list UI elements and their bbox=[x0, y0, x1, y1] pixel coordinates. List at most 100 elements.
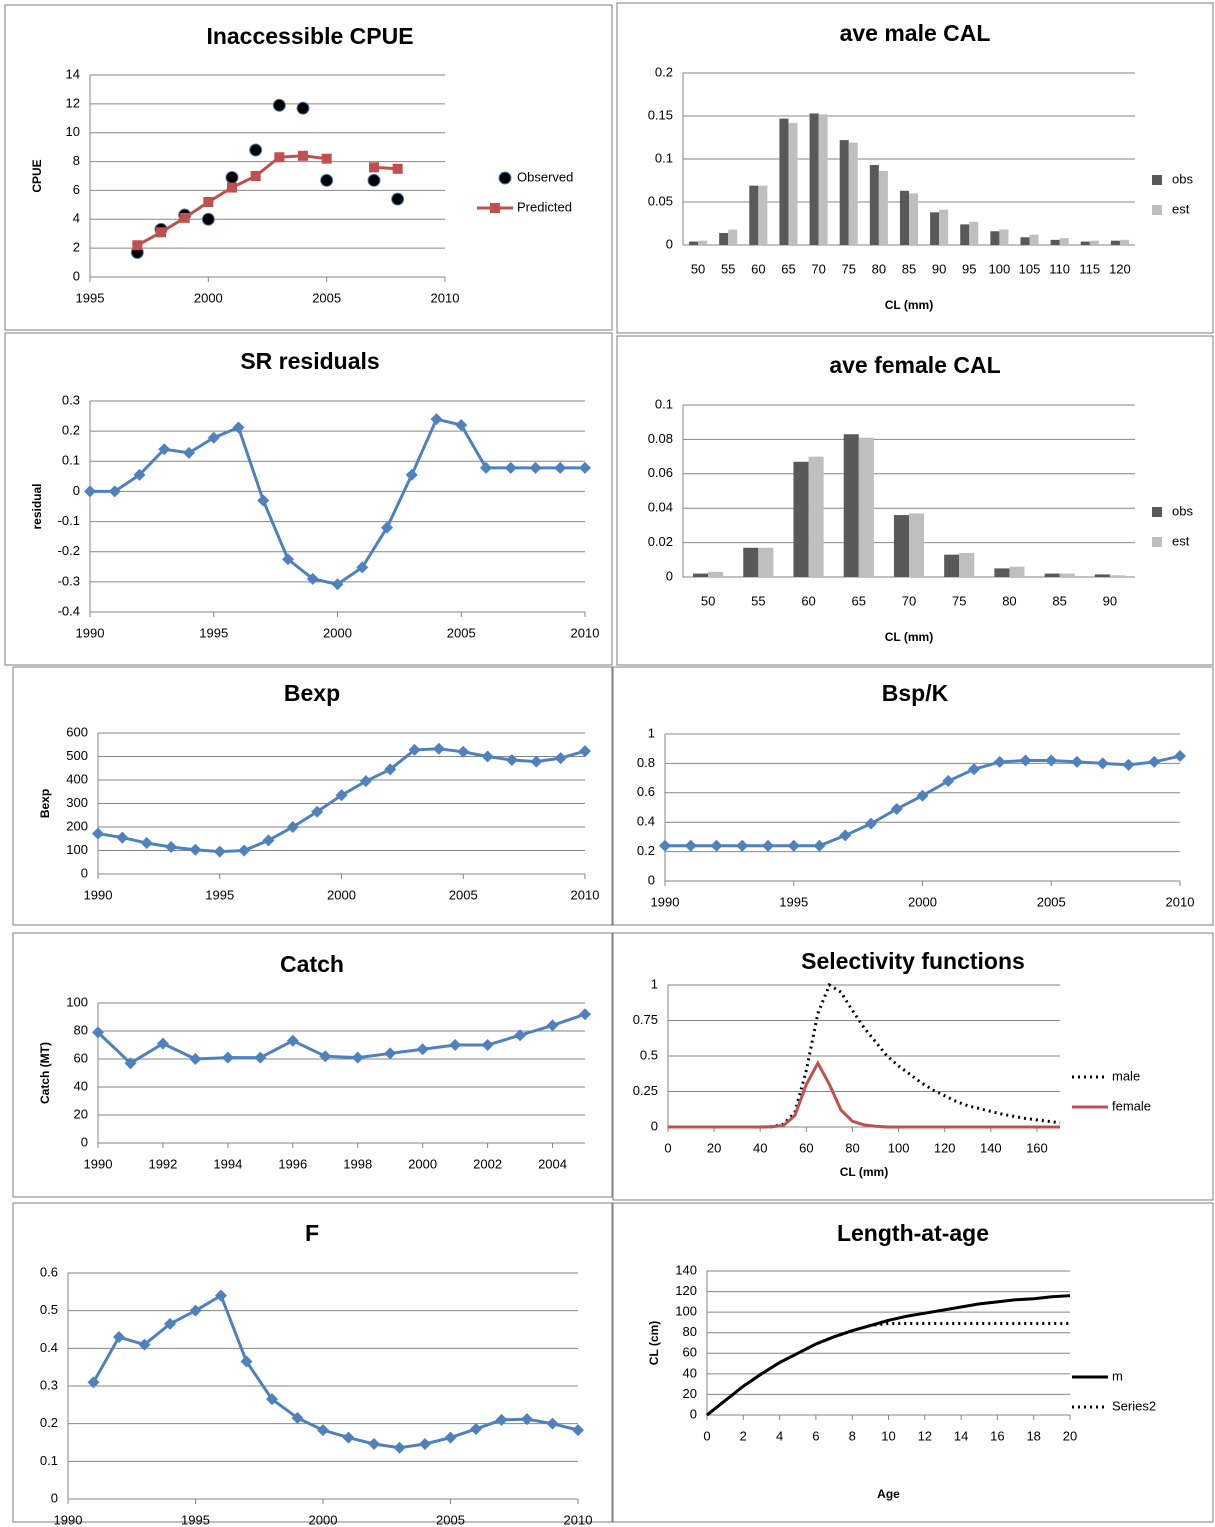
data-point bbox=[579, 745, 591, 758]
data-point bbox=[249, 143, 263, 157]
data-point bbox=[384, 763, 397, 776]
x-tick-label: 2005 bbox=[436, 1512, 465, 1527]
bar bbox=[1029, 234, 1039, 245]
series-line bbox=[706, 1294, 1071, 1417]
data-point bbox=[529, 461, 542, 474]
y-axis-label: CL (cm) bbox=[647, 1321, 661, 1365]
y-tick-label: 0.8 bbox=[637, 755, 655, 770]
chart-title: ave male CAL bbox=[840, 20, 991, 46]
x-tick-label: 1990 bbox=[54, 1512, 83, 1527]
legend-label: m bbox=[1112, 1368, 1123, 1383]
data-point bbox=[514, 1029, 527, 1042]
x-tick-label: 2005 bbox=[312, 290, 341, 305]
data-point bbox=[356, 561, 369, 574]
bar bbox=[959, 552, 975, 577]
legend-label: female bbox=[1112, 1098, 1151, 1113]
y-tick-label: 40 bbox=[74, 1078, 88, 1093]
x-tick-label: 85 bbox=[902, 261, 916, 276]
x-tick-label: 1995 bbox=[181, 1512, 210, 1527]
bar bbox=[869, 165, 879, 245]
x-axis-label: CL (mm) bbox=[840, 1165, 888, 1179]
bar bbox=[1050, 239, 1060, 245]
x-tick-label: 85 bbox=[1052, 593, 1066, 608]
data-point bbox=[405, 468, 418, 481]
data-point bbox=[481, 1039, 494, 1051]
y-tick-label: 0.1 bbox=[655, 396, 673, 411]
x-tick-label: 8 bbox=[849, 1428, 856, 1443]
bar bbox=[944, 554, 960, 577]
data-point bbox=[266, 1393, 278, 1406]
data-point bbox=[813, 839, 826, 852]
data-point bbox=[116, 831, 129, 844]
x-tick-label: 55 bbox=[751, 593, 765, 608]
data-point bbox=[455, 419, 468, 432]
y-tick-label: 0.04 bbox=[648, 500, 673, 515]
chart-title: Catch bbox=[280, 951, 344, 977]
y-tick-label: 100 bbox=[66, 994, 88, 1009]
y-tick-label: 0.08 bbox=[648, 431, 673, 446]
x-tick-label: 120 bbox=[934, 1140, 956, 1155]
x-tick-label: 20 bbox=[707, 1140, 721, 1155]
legend-swatch bbox=[490, 203, 500, 213]
data-point bbox=[156, 227, 166, 238]
bar bbox=[899, 190, 909, 245]
y-tick-label: 0.1 bbox=[40, 1453, 58, 1468]
data-point bbox=[317, 1424, 329, 1437]
bar bbox=[758, 547, 774, 577]
data-point bbox=[240, 1355, 253, 1368]
x-tick-label: 55 bbox=[721, 261, 735, 276]
y-tick-label: 2 bbox=[73, 240, 80, 255]
chart-title: Bsp/K bbox=[882, 680, 949, 706]
y-tick-label: 0 bbox=[666, 568, 673, 583]
x-tick-label: 1995 bbox=[199, 625, 228, 640]
y-tick-label: 0.06 bbox=[648, 465, 673, 480]
y-tick-label: 60 bbox=[683, 1345, 697, 1360]
data-point bbox=[335, 789, 348, 802]
y-tick-label: 1 bbox=[651, 976, 658, 991]
y-tick-label: 14 bbox=[66, 66, 80, 81]
panel-border bbox=[612, 666, 1214, 926]
x-tick-label: 1990 bbox=[651, 894, 680, 909]
bar bbox=[788, 122, 798, 245]
chart-title: Selectivity functions bbox=[801, 948, 1025, 974]
x-tick-label: 65 bbox=[781, 261, 795, 276]
data-point bbox=[133, 468, 146, 481]
x-tick-label: 110 bbox=[1049, 261, 1070, 276]
data-point bbox=[368, 1438, 380, 1451]
data-point bbox=[504, 461, 517, 474]
data-point bbox=[572, 1424, 584, 1437]
legend-swatch bbox=[1152, 537, 1162, 547]
data-point bbox=[505, 754, 518, 767]
x-tick-label: 1990 bbox=[84, 887, 113, 902]
x-tick-label: 2005 bbox=[1037, 894, 1066, 909]
y-tick-label: 140 bbox=[675, 1262, 697, 1277]
y-tick-label: -0.3 bbox=[58, 573, 80, 588]
x-tick-label: 18 bbox=[1026, 1428, 1040, 1443]
x-tick-label: 2010 bbox=[1166, 894, 1195, 909]
x-tick-label: 60 bbox=[751, 261, 765, 276]
x-tick-label: 0 bbox=[703, 1428, 710, 1443]
data-point bbox=[342, 1431, 355, 1444]
y-tick-label: 0 bbox=[648, 872, 655, 887]
x-tick-label: 105 bbox=[1019, 261, 1041, 276]
y-tick-label: -0.4 bbox=[58, 603, 80, 618]
data-point bbox=[546, 1417, 559, 1430]
y-tick-label: 0.25 bbox=[633, 1083, 658, 1098]
data-point bbox=[381, 521, 393, 534]
x-tick-label: 90 bbox=[932, 261, 946, 276]
y-tick-label: 0 bbox=[73, 268, 80, 283]
y-tick-label: 300 bbox=[66, 795, 88, 810]
x-tick-label: 1990 bbox=[76, 625, 105, 640]
y-tick-label: 40 bbox=[683, 1365, 697, 1380]
y-tick-label: 100 bbox=[66, 842, 88, 857]
data-point bbox=[1122, 758, 1135, 771]
x-tick-label: 14 bbox=[954, 1428, 968, 1443]
x-tick-label: 2004 bbox=[538, 1156, 567, 1171]
bar bbox=[994, 568, 1010, 577]
data-point bbox=[164, 1317, 176, 1330]
x-tick-label: 160 bbox=[1026, 1140, 1048, 1155]
data-point bbox=[189, 1053, 202, 1065]
data-point bbox=[286, 1034, 299, 1047]
panel-border bbox=[612, 932, 1214, 1201]
